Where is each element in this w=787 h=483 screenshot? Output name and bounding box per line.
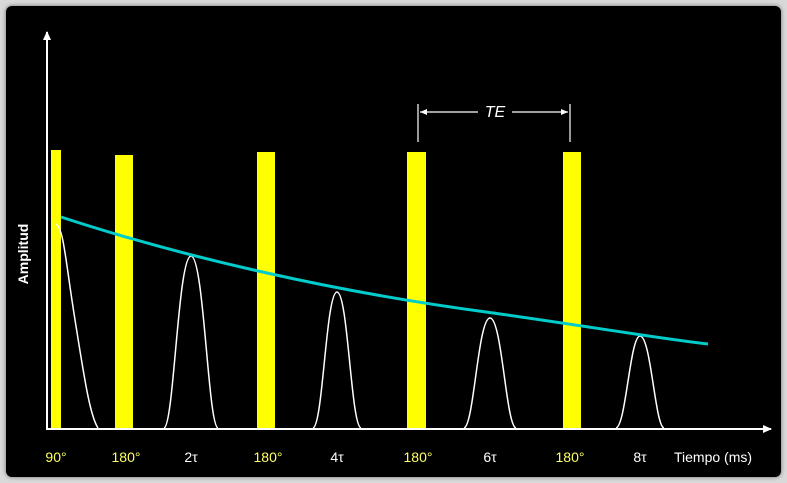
decay-envelope xyxy=(60,215,709,346)
pulse-bar-90 xyxy=(51,150,61,428)
diagram-svg: TE Amplitud 90° 180° 2τ 180° 4τ 180° 6τ … xyxy=(15,31,772,465)
tick-label-180-2: 180° xyxy=(254,449,283,465)
diagram-frame: TE Amplitud 90° 180° 2τ 180° 4τ 180° 6τ … xyxy=(6,6,781,477)
tick-label-6tau: 6τ xyxy=(483,449,497,465)
echo-curve-6tau xyxy=(463,317,517,429)
tick-label-8tau: 8τ xyxy=(633,449,647,465)
echo-curve-4tau xyxy=(312,291,362,429)
pulse-bar-180-4 xyxy=(563,152,581,428)
tick-label-180-4: 180° xyxy=(556,449,585,465)
tick-label-180-3: 180° xyxy=(404,449,433,465)
echo-curve-2tau xyxy=(163,255,219,429)
pulse-bar-180-1 xyxy=(115,155,133,428)
tick-label-90: 90° xyxy=(45,449,66,465)
te-label: TE xyxy=(485,104,506,121)
echo-curve-8tau xyxy=(615,335,665,429)
tick-label-2tau: 2τ xyxy=(184,449,198,465)
pulse-bar-180-3 xyxy=(407,152,426,428)
pulse-bar-180-2 xyxy=(257,152,275,428)
x-axis-label: Tiempo (ms) xyxy=(674,449,752,465)
tick-label-4tau: 4τ xyxy=(330,449,344,465)
y-axis-label: Amplitud xyxy=(15,224,31,285)
fid-curve xyxy=(55,223,99,429)
tick-label-180-1: 180° xyxy=(112,449,141,465)
